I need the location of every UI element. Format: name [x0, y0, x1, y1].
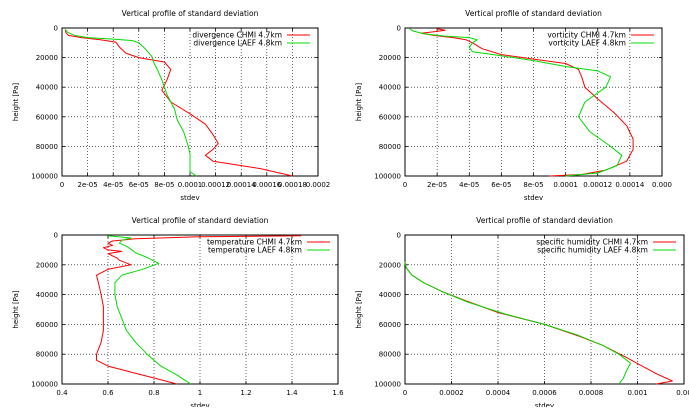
series-line-1 [96, 235, 302, 385]
x-tick-label: 0.00 [676, 389, 689, 397]
x-tick-label: 0 [403, 389, 407, 397]
x-tick-label: 2e-05 [427, 181, 447, 189]
x-tick-label: 8e-05 [154, 181, 174, 189]
y-axis-label: height [Pa] [12, 83, 20, 121]
y-axis-label: height [Pa] [12, 290, 20, 328]
x-tick-label: 0.001 [627, 389, 647, 397]
series-line-2 [404, 261, 631, 385]
x-tick-label: 0.0001 [553, 181, 578, 189]
chart-panel-1: Vertical profile of standard deviation 0 2… [12, 9, 330, 202]
x-tick-label: 0.0001 [178, 181, 203, 189]
x-tick-label: 0.00012 [201, 181, 230, 189]
x-tick-label: 1.4 [286, 389, 298, 397]
x-tick-label: 0.0008 [579, 389, 604, 397]
x-tick-label: 0.0006 [532, 389, 557, 397]
y-tick-label: 20000 [379, 261, 401, 269]
x-tick-label: 6e-05 [129, 181, 149, 189]
y-tick-label: 80000 [379, 351, 401, 359]
x-tick-label: 0.4 [56, 389, 68, 397]
plot-frame [404, 27, 663, 177]
y-tick-label: 0 [397, 232, 401, 240]
x-tick-label: 6e-05 [491, 181, 511, 189]
x-tick-label: 0.00016 [252, 181, 281, 189]
x-tick-label: 0.8 [148, 389, 159, 397]
y-tick-label: 100000 [374, 381, 401, 389]
y-axis-label: height [Pa] [355, 83, 363, 121]
legend-label-2: divergence LAEF 4.8km [193, 39, 282, 48]
x-tick-label: 0.00014 [615, 181, 644, 189]
y-tick-label: 0 [397, 25, 401, 33]
legend-label-2: specific humidity LAEF 4.8km [537, 246, 648, 255]
y-tick-label: 20000 [36, 54, 58, 62]
x-tick-label: 0.6 [102, 389, 114, 397]
x-tick-label: 1 [198, 389, 202, 397]
y-tick-label: 40000 [36, 84, 58, 92]
x-tick-label: 4e-05 [103, 181, 123, 189]
legend-label-1: vorticity CHMI 4.7km [547, 31, 626, 40]
y-tick-label: 80000 [36, 143, 58, 151]
series-line-1 [420, 28, 634, 177]
series-line-2 [64, 29, 197, 177]
y-tick-label: 40000 [36, 291, 58, 299]
x-tick-label: 0.0002 [306, 181, 331, 189]
y-tick-label: 100000 [31, 173, 58, 181]
chart-title: Vertical profile of standard deviation [132, 216, 269, 225]
y-tick-label: 100000 [31, 381, 58, 389]
y-tick-label: 0 [54, 25, 58, 33]
y-tick-label: 80000 [36, 351, 58, 359]
chart-title: Vertical profile of standard deviation [476, 216, 613, 225]
legend-label-1: divergence CHMI 4.7km [192, 31, 282, 40]
y-tick-label: 100000 [374, 173, 401, 181]
y-tick-label: 60000 [36, 113, 58, 121]
y-tick-label: 60000 [379, 113, 401, 121]
x-tick-label: 0.00018 [278, 181, 307, 189]
x-tick-label: 0.0004 [486, 389, 511, 397]
series-line-2 [107, 235, 192, 385]
x-tick-label: 0 [403, 181, 407, 189]
x-axis-label: stdev [190, 402, 209, 407]
y-tick-label: 60000 [36, 321, 58, 329]
chart-panel-4: Vertical profile of standard deviation 0 0… [355, 216, 689, 410]
x-axis-label: stdev [535, 402, 554, 407]
x-tick-label: 4e-05 [459, 181, 479, 189]
x-tick-label: 0.00012 [583, 181, 612, 189]
series-line-2 [409, 28, 623, 177]
y-tick-label: 20000 [36, 261, 58, 269]
x-tick-label: 0.0002 [439, 389, 464, 397]
x-tick-label: 0.000 [652, 181, 672, 189]
chart-panel-2: Vertical profile of standard deviation 0 2… [355, 9, 672, 202]
x-axis-label: stdev [524, 194, 543, 202]
y-tick-label: 60000 [379, 321, 401, 329]
legend-label-1: temperature CHMI 4.7km [207, 238, 302, 247]
y-tick-label: 0 [54, 232, 58, 240]
x-tick-label: 8e-05 [523, 181, 543, 189]
x-tick-label: 0 [60, 181, 64, 189]
legend-label-1: specific humidity CHMI 4.7km [536, 238, 648, 247]
chart-title: Vertical profile of standard deviation [122, 9, 259, 18]
x-axis-label: stdev [180, 194, 199, 202]
chart-panel-3: Vertical profile of standard deviation 0.… [12, 216, 344, 410]
x-tick-label: 1.6 [332, 389, 344, 397]
y-tick-label: 80000 [379, 143, 401, 151]
legend-label-2: vorticity LAEF 4.8km [548, 39, 626, 48]
x-tick-label: 2e-05 [77, 181, 97, 189]
chart-title: Vertical profile of standard deviation [465, 9, 602, 18]
legend-label-2: temperature LAEF 4.8km [208, 246, 302, 255]
y-axis-label: height [Pa] [355, 290, 363, 328]
y-tick-label: 40000 [379, 291, 401, 299]
x-tick-label: 1.2 [240, 389, 251, 397]
series-line-1 [64, 29, 293, 177]
y-tick-label: 20000 [379, 54, 401, 62]
y-tick-label: 40000 [379, 84, 401, 92]
x-tick-label: 0.00014 [227, 181, 256, 189]
